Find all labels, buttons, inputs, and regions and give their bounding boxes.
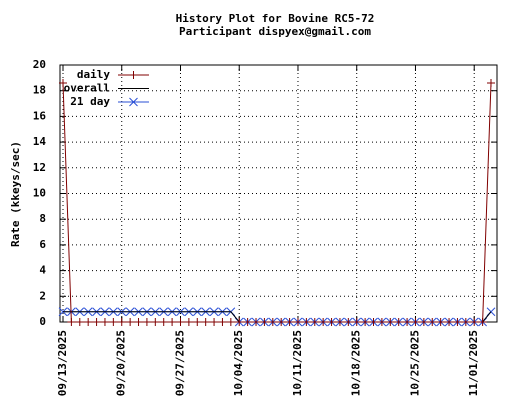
series-line <box>63 311 492 323</box>
x-tick-label: 10/11/2025 <box>291 330 304 396</box>
marker <box>302 318 311 326</box>
marker <box>210 318 219 326</box>
x-tick-label: 09/27/2025 <box>173 330 186 396</box>
legend-marker <box>129 97 138 107</box>
marker <box>310 318 319 326</box>
marker <box>487 78 495 87</box>
x-tick-label: 10/25/2025 <box>408 330 421 396</box>
marker <box>142 318 151 326</box>
marker <box>453 318 462 326</box>
marker <box>394 318 403 326</box>
marker <box>226 318 235 326</box>
marker <box>75 318 84 326</box>
marker <box>151 318 160 326</box>
chart-subtitle: Participant dispyex@gmail.com <box>179 25 371 38</box>
marker <box>445 318 454 326</box>
plot-frame <box>59 64 498 323</box>
marker <box>461 318 470 326</box>
marker <box>84 318 93 326</box>
y-tick-label: 6 <box>39 238 46 251</box>
marker <box>117 318 126 326</box>
legend-marker <box>129 71 138 79</box>
y-tick-label: 16 <box>33 109 47 122</box>
x-tick-label: 10/04/2025 <box>232 330 245 396</box>
y-tick-label: 0 <box>39 315 46 328</box>
marker <box>478 318 487 326</box>
marker <box>109 318 118 326</box>
marker <box>436 318 445 326</box>
legend-label: daily <box>77 68 110 81</box>
marker <box>268 318 277 326</box>
marker <box>218 318 227 326</box>
y-tick-label: 20 <box>33 58 46 71</box>
marker <box>184 318 193 326</box>
x-tick-label: 10/18/2025 <box>350 330 363 396</box>
chart-title: History Plot for Bovine RC5-72 <box>176 12 375 25</box>
marker <box>100 318 109 326</box>
marker <box>243 318 252 326</box>
marker <box>419 318 428 326</box>
marker <box>470 318 479 326</box>
marker <box>369 318 378 326</box>
marker <box>319 318 328 326</box>
marker <box>352 318 361 326</box>
marker <box>285 318 294 326</box>
marker <box>344 318 353 326</box>
marker <box>277 318 286 326</box>
marker <box>235 318 244 326</box>
marker <box>134 318 143 326</box>
y-tick-label: 14 <box>33 135 47 148</box>
marker <box>159 318 168 326</box>
marker <box>327 318 336 326</box>
y-tick-label: 12 <box>33 161 46 174</box>
marker <box>193 318 202 326</box>
marker <box>252 318 261 326</box>
y-tick-label: 10 <box>33 187 46 200</box>
marker <box>377 318 386 326</box>
series-line <box>63 311 492 323</box>
y-tick-label: 2 <box>39 289 46 302</box>
marker <box>176 318 185 326</box>
y-tick-label: 4 <box>39 264 46 277</box>
legend-label: overall <box>64 82 110 95</box>
marker <box>126 318 135 326</box>
marker <box>386 318 395 326</box>
marker <box>411 318 420 326</box>
marker <box>335 318 344 326</box>
marker <box>92 318 101 326</box>
marker <box>67 318 76 326</box>
marker <box>59 78 67 87</box>
x-tick-label: 09/13/2025 <box>56 330 69 396</box>
marker <box>361 318 370 326</box>
x-tick-label: 11/01/2025 <box>467 330 480 396</box>
marker <box>260 318 269 326</box>
y-axis-label: Rate (kkeys/sec) <box>9 141 22 247</box>
legend-label: 21 day <box>70 95 110 108</box>
y-tick-label: 18 <box>33 84 46 97</box>
marker <box>293 318 302 326</box>
marker <box>428 318 437 326</box>
marker <box>403 318 412 326</box>
y-tick-label: 8 <box>39 212 46 225</box>
x-tick-label: 09/20/2025 <box>115 330 128 396</box>
series-line <box>62 82 492 323</box>
marker <box>201 318 210 326</box>
marker <box>168 318 177 326</box>
